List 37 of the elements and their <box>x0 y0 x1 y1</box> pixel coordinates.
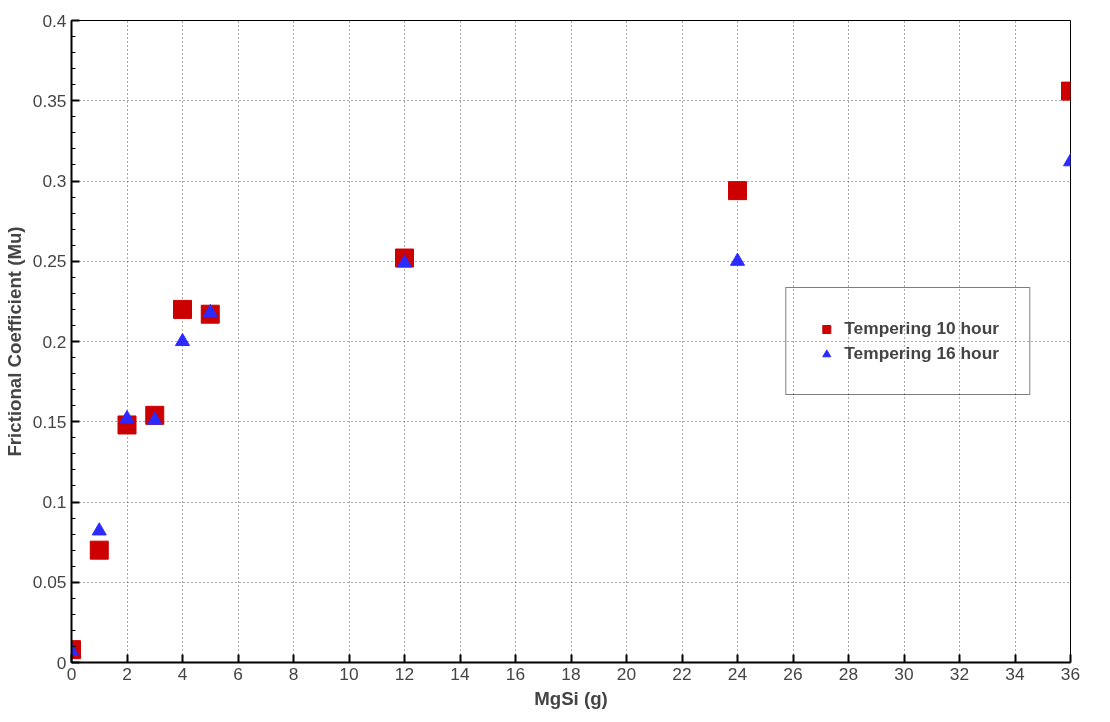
y-tick-label: 0.15 <box>32 411 67 432</box>
x-tick-label: 26 <box>783 663 803 684</box>
x-tick-label: 22 <box>672 663 692 684</box>
y-tick-label: 0.4 <box>42 10 67 31</box>
point <box>202 304 218 318</box>
x-axis-title: MgSi (g) <box>534 687 608 709</box>
point <box>175 332 190 347</box>
x-tick-label: 20 <box>616 663 637 684</box>
y-axis-title: Frictional Coefficient (Mu) <box>3 226 25 457</box>
x-tick-label: 14 <box>450 663 470 684</box>
x-tick-label: 24 <box>727 663 748 684</box>
x-tick-label: 4 <box>177 663 188 684</box>
x-tick-label: 10 <box>339 663 359 684</box>
x-tick-label: 36 <box>1060 663 1081 684</box>
x-tick-label: 32 <box>949 663 970 684</box>
legend-label: Tempering 16 hour <box>844 343 999 364</box>
y-tick-label: 0.1 <box>42 492 67 512</box>
point <box>91 522 107 536</box>
x-tick-label: 34 <box>1005 663 1025 684</box>
y-tick-label: 0.2 <box>42 331 67 352</box>
point <box>147 411 163 425</box>
point <box>89 540 109 560</box>
x-tick-label: 18 <box>561 663 581 684</box>
y-tick-label: 0.25 <box>32 251 67 272</box>
y-tick-label: 0.05 <box>32 572 67 593</box>
x-tick-label: 16 <box>505 663 526 684</box>
point <box>173 299 192 319</box>
y-tick-label: 0.35 <box>32 90 67 111</box>
x-tick-label: 28 <box>838 663 859 684</box>
legend-label: Tempering 10 hour <box>844 318 999 339</box>
point <box>119 409 135 424</box>
x-tick-label: 6 <box>233 663 243 684</box>
x-tick-label: 12 <box>394 663 415 684</box>
x-tick-label: 30 <box>894 663 914 684</box>
x-tick-label: 2 <box>122 663 132 684</box>
x-tick-label: 8 <box>288 663 299 684</box>
y-tick-label: 0.3 <box>42 171 67 191</box>
